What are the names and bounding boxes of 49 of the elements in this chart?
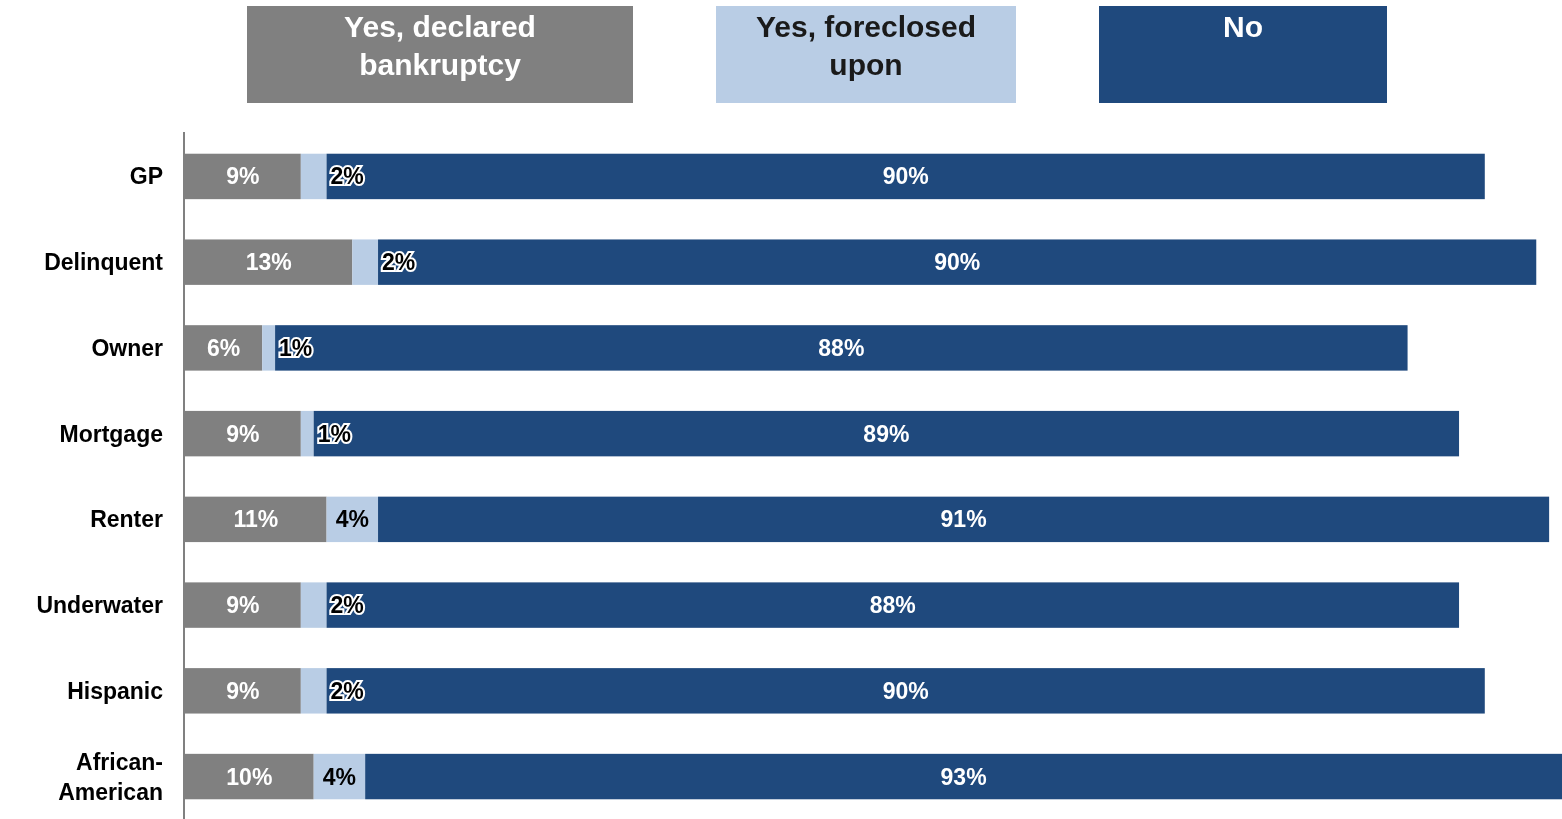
y-tick-label: African-American bbox=[58, 748, 163, 805]
bar bbox=[326, 153, 1485, 200]
data-label: 89% bbox=[863, 420, 910, 447]
data-label: 9% bbox=[226, 677, 260, 704]
bar bbox=[300, 582, 327, 628]
data-label: 6% bbox=[206, 334, 241, 361]
data-label: 9% bbox=[226, 420, 260, 447]
bar bbox=[352, 239, 379, 285]
y-tick-label: GP bbox=[129, 163, 163, 190]
data-label: 9% bbox=[226, 592, 260, 619]
data-label: 1% bbox=[317, 420, 351, 447]
bar bbox=[365, 753, 1562, 800]
data-label: 93% bbox=[940, 763, 987, 790]
data-label: 4% bbox=[322, 763, 357, 790]
bar bbox=[300, 668, 327, 714]
data-label: 88% bbox=[869, 592, 916, 619]
data-label: 9% bbox=[226, 163, 260, 190]
bar bbox=[313, 410, 1460, 457]
data-label: 11% bbox=[233, 506, 279, 533]
text: Yes, declared bankruptcy bbox=[344, 10, 536, 81]
y-tick-label: Underwater bbox=[36, 592, 164, 619]
y-tick-label: Renter bbox=[90, 506, 164, 533]
data-label: 13% bbox=[245, 249, 292, 276]
bar bbox=[300, 153, 327, 200]
bar bbox=[275, 325, 1408, 371]
data-label: 90% bbox=[882, 163, 929, 190]
bar bbox=[378, 239, 1537, 285]
text: No bbox=[1223, 10, 1263, 43]
y-tick-label: Owner bbox=[91, 334, 164, 361]
data-label: 2% bbox=[330, 592, 364, 619]
data-label: 1% bbox=[279, 334, 313, 361]
data-label: 10% bbox=[226, 763, 273, 790]
bar bbox=[378, 496, 1550, 543]
data-label: 91% bbox=[940, 506, 987, 533]
y-tick-label: Delinquent bbox=[44, 249, 164, 276]
data-label: 2% bbox=[382, 249, 416, 276]
data-label: 90% bbox=[882, 677, 929, 704]
y-tick-label: Mortgage bbox=[59, 420, 163, 447]
bar bbox=[262, 325, 276, 371]
bar bbox=[300, 410, 314, 457]
text: Yes, foreclosed upon bbox=[755, 10, 977, 81]
bar bbox=[326, 668, 1485, 714]
data-label: 90% bbox=[934, 249, 981, 276]
data-label: 2% bbox=[330, 163, 364, 190]
data-label: 4% bbox=[335, 506, 369, 533]
y-tick-label: Hispanic bbox=[67, 677, 164, 704]
data-label: 2% bbox=[330, 677, 364, 704]
data-label: 88% bbox=[818, 334, 865, 361]
bar bbox=[326, 582, 1460, 628]
